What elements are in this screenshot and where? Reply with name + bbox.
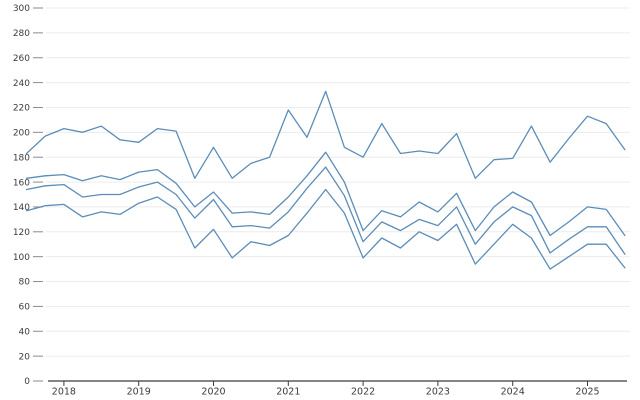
y-axis-label: 240	[13, 79, 30, 89]
x-axis-label: 2022	[351, 387, 375, 398]
y-axis-label: 0	[24, 377, 30, 387]
x-axis-label: 2021	[276, 387, 300, 398]
y-axis-label: 160	[13, 178, 30, 188]
y-axis-label: 40	[19, 327, 31, 337]
y-axis-label: 60	[19, 303, 31, 313]
chart-line-4-bottom	[25, 188, 626, 270]
y-axis-label: 300	[13, 4, 30, 14]
x-axis-label: 2020	[201, 387, 225, 398]
x-axis-label: 2019	[127, 387, 151, 398]
y-axis-label: 80	[19, 278, 31, 288]
y-axis-label: 280	[13, 29, 30, 39]
y-axis-label: 120	[13, 228, 30, 238]
x-axis-label: 2023	[426, 387, 450, 398]
y-axis-label: 200	[13, 129, 30, 139]
y-axis-label: 140	[13, 203, 30, 213]
chart-line-1-top	[25, 90, 626, 179]
x-axis-label: 2025	[575, 387, 599, 398]
y-axis-label: 220	[13, 104, 30, 114]
y-axis-label: 180	[13, 153, 30, 163]
y-axis-label: 260	[13, 54, 30, 64]
x-axis-label: 2018	[52, 387, 76, 398]
y-axis-label: 20	[19, 352, 31, 362]
chart-line-2	[25, 151, 626, 237]
y-axis-label: 100	[13, 253, 30, 263]
chart-line-3	[25, 166, 626, 255]
x-axis-label: 2024	[501, 387, 525, 398]
